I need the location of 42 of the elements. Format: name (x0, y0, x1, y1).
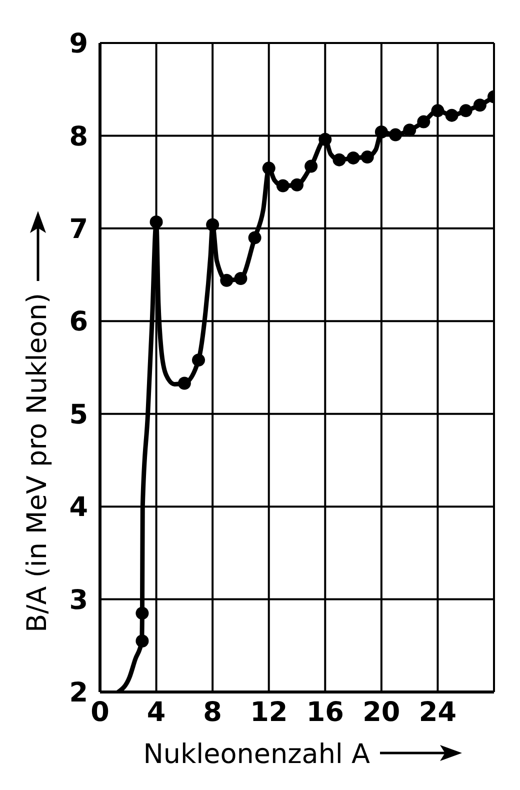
point (459, 104, 472, 118)
point (346, 151, 360, 164)
y-axis-title: B/A (in MeV pro Nukleon) (22, 293, 53, 632)
x-tick-label: 8 (203, 697, 222, 728)
x-tick-label: 4 (146, 697, 166, 728)
point (206, 218, 220, 232)
y-tick-label: 2 (69, 678, 88, 709)
y-tick-label: 7 (69, 214, 88, 246)
y-tick-label: 3 (69, 584, 88, 616)
x-axis-title: Nukleonenzahl A (143, 739, 371, 770)
x-tick-label: 12 (250, 697, 288, 728)
y-tick-label: 4 (69, 492, 88, 524)
point (276, 179, 290, 192)
point (332, 153, 346, 166)
y-tick-label: 6 (69, 306, 88, 338)
y-tick-label: 9 (69, 28, 88, 60)
point (136, 606, 149, 620)
point (417, 115, 430, 128)
x-tick-label: 20 (362, 697, 400, 728)
x-tick-label: 16 (306, 697, 344, 728)
point (473, 98, 486, 112)
point (431, 104, 444, 118)
point (318, 132, 332, 146)
point (136, 634, 149, 648)
point (220, 274, 234, 287)
point (290, 178, 304, 192)
point (150, 215, 163, 228)
point (178, 376, 191, 390)
point (389, 128, 402, 142)
y-tick-label: 8 (69, 121, 88, 152)
point (374, 126, 388, 139)
point (192, 354, 205, 367)
point (262, 162, 276, 175)
point (403, 124, 416, 137)
point (234, 272, 248, 285)
point (304, 160, 318, 173)
y-tick-label: 5 (69, 399, 88, 430)
point (360, 150, 374, 164)
x-tick-label: 24 (418, 697, 457, 728)
point (248, 231, 262, 244)
point (445, 108, 458, 122)
x-tick-label: 0 (90, 697, 110, 728)
